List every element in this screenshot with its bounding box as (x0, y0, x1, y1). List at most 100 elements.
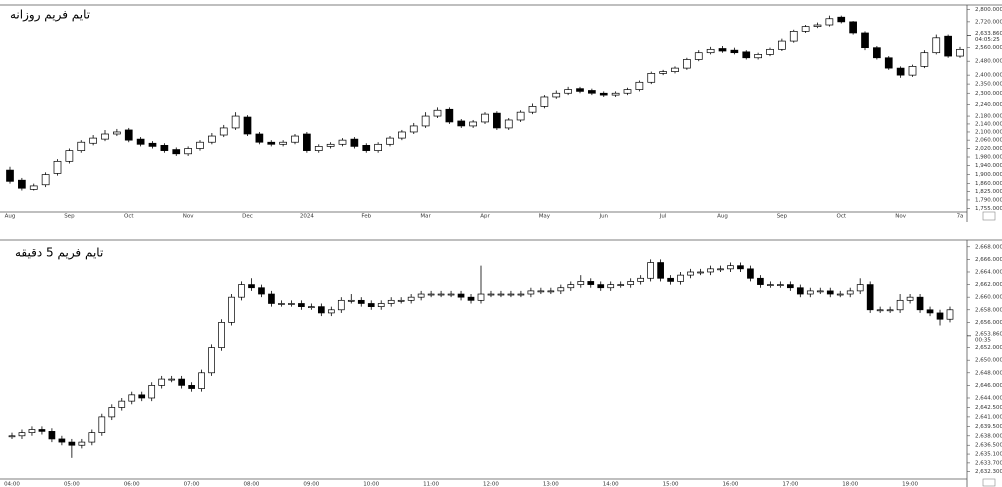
price-marker-label: 2,653.860 (975, 331, 1002, 337)
candle-body (208, 135, 216, 143)
candle-body (101, 133, 109, 140)
x-tick-label: 10:00 (363, 482, 379, 487)
candle-body (487, 293, 495, 296)
candle-body (527, 290, 535, 295)
y-tick-label: 1,940.000 (975, 163, 1002, 169)
candle-body (896, 67, 905, 76)
candle-body (659, 71, 667, 74)
x-tick-label: Oct (124, 214, 134, 220)
y-tick-label: 2,560.000 (975, 45, 1002, 51)
candle-body (846, 290, 854, 295)
candle-body (88, 432, 96, 443)
y-tick-label: 2,662.000 (975, 282, 1002, 288)
x-tick-label: 09:00 (303, 482, 319, 487)
candle-body (849, 21, 857, 34)
candle-body (248, 284, 255, 289)
candle-body (457, 293, 465, 298)
candle-body (876, 309, 884, 312)
candle-body (421, 115, 430, 127)
candle-body (647, 262, 654, 279)
candle-body (291, 135, 299, 143)
y-tick-label: 2,650.000 (975, 358, 1002, 364)
candle-body (694, 52, 703, 60)
candle-body (68, 441, 76, 446)
x-tick-label: 13:00 (543, 482, 559, 487)
candle-body (627, 281, 635, 285)
candle-body (298, 303, 305, 307)
x-tick-label: 11:00 (423, 482, 439, 487)
candle-body (567, 284, 575, 289)
x-tick-label: 16:00 (723, 482, 739, 487)
candle-body (65, 150, 74, 162)
candle-body (113, 131, 121, 135)
candle-body (507, 293, 515, 296)
y-tick-label: 2,638.000 (975, 433, 1002, 439)
y-tick-label: 2,240.000 (975, 102, 1002, 108)
settings-button[interactable] (982, 478, 996, 487)
y-tick-label: 2,632.300 (975, 469, 1002, 475)
candle-body (717, 268, 724, 271)
candle-body (657, 262, 664, 279)
y-tick-label: 2,641.000 (975, 414, 1002, 420)
candle-body (677, 274, 684, 282)
candle-body (647, 73, 656, 83)
candle-body (516, 111, 525, 121)
candle-body (932, 37, 941, 54)
candle-body (58, 438, 66, 443)
candle-body (617, 284, 625, 286)
candle-body (789, 31, 798, 42)
y-tick-label: 1,900.000 (975, 172, 1002, 178)
candle-body (231, 115, 240, 129)
candle-body (53, 160, 62, 174)
candle-body (41, 174, 50, 186)
x-tick-label: May (539, 214, 551, 220)
x-tick-label: Jun (598, 214, 608, 220)
candle-body (936, 312, 944, 320)
candle-body (38, 429, 46, 432)
candle-body (238, 284, 245, 298)
candle-body (777, 284, 784, 286)
candle-body (956, 48, 964, 57)
y-tick-label: 2,652.000 (975, 345, 1002, 351)
y-tick-label: 1,825.000 (975, 189, 1002, 195)
candle-body (547, 290, 555, 293)
candle-body (866, 284, 874, 311)
candle-body (407, 296, 415, 301)
candle-body (398, 131, 406, 139)
candle-body (29, 185, 38, 190)
candle-body (886, 309, 894, 312)
candle-body (184, 148, 192, 155)
candle-body (813, 24, 822, 27)
candle-body (796, 287, 804, 295)
candle-body (208, 347, 215, 374)
y-tick-label: 1,790.000 (975, 197, 1002, 203)
candle-body (268, 293, 275, 304)
candle-body (409, 125, 418, 133)
y-tick-label: 2,648.000 (975, 370, 1002, 376)
candle-body (754, 54, 762, 59)
x-tick-label: 15:00 (663, 482, 679, 487)
candle-body (386, 137, 394, 145)
candle-body (374, 143, 382, 151)
x-tick-label: 14:00 (603, 482, 619, 487)
candle-body (920, 52, 929, 67)
candle-body (255, 133, 264, 143)
settings-button[interactable] (982, 211, 996, 221)
y-tick-label: 2,658.000 (975, 307, 1002, 313)
candle-body (98, 416, 106, 433)
candle-body (148, 142, 157, 147)
x-tick-label: Aug (717, 214, 728, 220)
candle-body (908, 66, 917, 76)
candle-body (825, 18, 834, 26)
y-tick-label: 1,755.000 (975, 206, 1002, 212)
candle-body (481, 113, 489, 123)
candle-body (611, 92, 620, 96)
candle-body (367, 303, 375, 307)
x-tick-label: Aug (5, 214, 16, 220)
y-tick-label: 2,639.500 (975, 424, 1002, 430)
candle-body (607, 284, 615, 289)
candle-body (136, 138, 145, 145)
candle-body (597, 284, 605, 289)
y-tick-label: 2,668.000 (975, 244, 1002, 250)
candle-body (48, 431, 56, 440)
